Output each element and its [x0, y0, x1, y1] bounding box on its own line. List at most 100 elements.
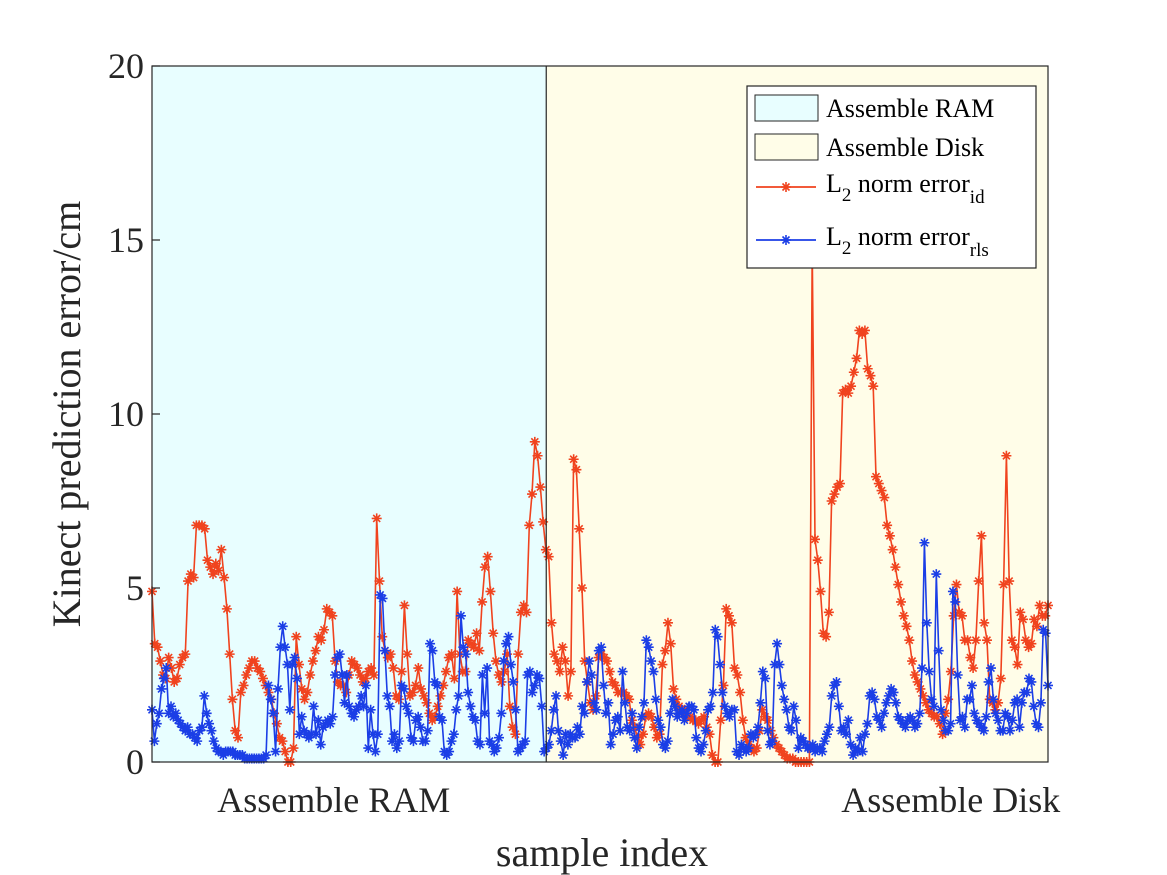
data-point: [208, 569, 219, 580]
data-point: [862, 718, 873, 729]
data-point: [791, 715, 802, 726]
data-point: [857, 746, 868, 757]
data-point: [918, 690, 929, 701]
x-axis-title: sample index: [496, 830, 708, 875]
data-point: [502, 649, 513, 660]
data-point: [952, 670, 963, 680]
data-point: [968, 663, 979, 674]
data-point: [848, 750, 859, 761]
data-point: [316, 635, 327, 646]
data-point: [717, 687, 728, 698]
data-point: [425, 638, 436, 649]
data-point: [299, 694, 310, 705]
data-point: [665, 708, 676, 719]
data-point: [1033, 722, 1044, 733]
data-point: [227, 694, 238, 705]
data-point: [868, 381, 879, 392]
data-point: [1026, 676, 1037, 687]
data-point: [151, 718, 162, 729]
data-point: [325, 718, 336, 729]
legend: Assemble RAM Assemble Disk L2 norm errorid…: [746, 85, 1037, 269]
data-point: [393, 694, 404, 705]
data-point: [163, 708, 174, 719]
data-point: [940, 708, 951, 719]
data-point: [538, 516, 549, 527]
data-point: [948, 610, 959, 621]
data-point: [355, 670, 366, 680]
data-point: [468, 642, 479, 653]
data-point: [294, 729, 305, 740]
data-point: [470, 715, 481, 726]
data-point: [750, 729, 761, 740]
data-point: [843, 715, 854, 726]
data-point: [887, 544, 898, 555]
data-point: [945, 718, 956, 729]
data-point: [479, 708, 490, 719]
data-point: [590, 690, 601, 701]
legend-entry: Assemble Disk: [754, 133, 984, 162]
data-point: [591, 704, 602, 715]
data-point: [574, 729, 585, 740]
data-point: [482, 663, 493, 674]
data-point: [917, 663, 928, 674]
data-point: [873, 478, 884, 489]
data-point: [188, 572, 199, 583]
data-point: [821, 631, 832, 642]
data-point: [352, 663, 363, 674]
data-point: [255, 666, 266, 677]
data-point: [548, 704, 559, 715]
data-point: [224, 649, 235, 660]
data-point: [753, 722, 764, 733]
legend-label: Assemble RAM: [826, 94, 994, 123]
data-point: [579, 708, 590, 719]
data-point: [420, 736, 431, 747]
data-point: [551, 690, 562, 701]
data-point: [543, 551, 554, 562]
data-point: [920, 697, 931, 708]
data-point: [155, 656, 166, 667]
data-point: [965, 652, 976, 663]
data-point: [990, 708, 1001, 719]
data-point: [957, 610, 968, 621]
data-point: [934, 718, 945, 729]
data-point: [238, 680, 249, 691]
data-point: [261, 750, 272, 761]
data-point: [402, 649, 413, 660]
legend-label: Assemble Disk: [826, 133, 984, 162]
data-point: [926, 694, 937, 705]
data-point: [712, 631, 723, 642]
data-point: [1026, 638, 1037, 649]
data-point: [679, 715, 690, 726]
data-point: [1004, 725, 1015, 736]
data-point: [196, 722, 207, 733]
data-point: [779, 694, 790, 705]
data-point: [370, 746, 381, 757]
data-point: [270, 746, 281, 757]
data-point: [576, 583, 587, 593]
data-point: [154, 708, 165, 719]
data-point: [881, 697, 892, 708]
data-point: [845, 739, 856, 750]
data-point: [524, 666, 535, 677]
data-point: [310, 645, 321, 656]
legend-entry: L2 norm errorid: [756, 169, 985, 208]
data-point: [558, 750, 569, 761]
data-point: [241, 670, 252, 680]
data-point: [641, 635, 652, 646]
data-point: [824, 722, 835, 733]
data-point: [460, 649, 471, 660]
data-point: [441, 666, 452, 677]
data-point: [202, 555, 213, 566]
data-point: [772, 638, 783, 649]
data-point: [356, 690, 367, 701]
legend-marker: [781, 182, 791, 192]
data-point: [1016, 697, 1027, 708]
data-point: [257, 673, 268, 684]
data-point: [365, 704, 376, 715]
data-point: [876, 485, 887, 496]
legend-label: L2 norm errorrls: [826, 222, 989, 261]
data-point: [874, 715, 885, 726]
data-point: [612, 711, 623, 722]
data-point: [180, 649, 191, 660]
data-point: [638, 697, 649, 708]
